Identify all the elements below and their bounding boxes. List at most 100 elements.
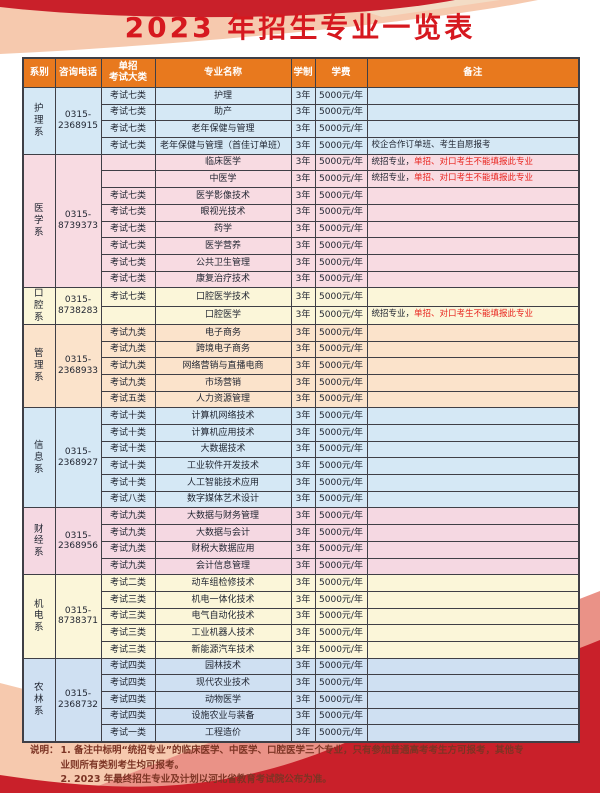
- tuition-cell: 5000元/年: [314, 270, 368, 289]
- exam-category-cell: [100, 153, 156, 172]
- major-name-cell: 老年保健与管理: [154, 120, 292, 139]
- header-tuition: 学费: [314, 57, 368, 88]
- phone-cell: 0315- 8739373: [54, 153, 102, 289]
- remark-cell: [366, 474, 580, 492]
- remark-cell: [366, 323, 580, 342]
- major-name-cell: 工程造价: [154, 724, 292, 743]
- tuition-cell: 5000元/年: [314, 424, 368, 442]
- duration-cell: 3年: [290, 407, 316, 425]
- major-name-cell: 大数据与财务管理: [154, 507, 292, 526]
- header-remark: 备注: [366, 57, 580, 88]
- table-row: 考试九类 财税大数据应用 3年 5000元/年: [23, 540, 580, 559]
- exam-category-cell: 考试七类: [100, 87, 156, 105]
- header-dept: 系别: [22, 57, 56, 88]
- table-row: 口腔医学 3年 5000元/年 统招专业，单招、对口考生不能填报此专业: [23, 305, 580, 325]
- tuition-cell: 5000元/年: [314, 674, 368, 692]
- remark-text: 统招专业，: [371, 173, 415, 184]
- major-name-cell: 口腔医学技术: [154, 287, 292, 307]
- tuition-cell: 5000元/年: [314, 170, 368, 189]
- remark-cell: [366, 357, 580, 375]
- major-name-cell: 电气自动化技术: [154, 607, 292, 626]
- remark-text-red: 单招、对口考生不能填报此专业: [414, 156, 534, 167]
- table-header-row: 系别 咨询电话 单招 考试大类 专业名称 学制 学费 备注: [22, 57, 580, 88]
- major-name-cell: 大数据与会计: [154, 524, 292, 542]
- phone-cell: 0315- 2368732: [54, 657, 102, 743]
- table-row: 考试七类 助产 3年 5000元/年: [23, 103, 580, 122]
- header-exam: 单招 考试大类: [100, 57, 156, 88]
- remark-cell: 统招专业，单招、对口考生不能填报此专业: [366, 170, 580, 189]
- exam-category-cell: [100, 170, 156, 189]
- exam-category-cell: 考试四类: [100, 691, 156, 709]
- duration-cell: 3年: [290, 187, 316, 205]
- table-row: 中医学 3年 5000元/年 统招专业，单招、对口考生不能填报此专业: [23, 170, 580, 189]
- exam-category-cell: 考试三类: [100, 640, 156, 659]
- tuition-cell: 5000元/年: [314, 557, 368, 576]
- remark-cell: [366, 524, 580, 542]
- tuition-cell: 5000元/年: [314, 87, 368, 105]
- duration-cell: 3年: [290, 657, 316, 676]
- exam-category-cell: 考试四类: [100, 674, 156, 692]
- major-name-cell: 康复治疗技术: [154, 270, 292, 289]
- exam-category-cell: 考试七类: [100, 253, 156, 272]
- table-row: 考试九类 市场营销 3年 5000元/年: [23, 373, 580, 392]
- table-row: 护 理 系 0315- 2368915 考试七类 护理 3年 5000元/年: [22, 87, 580, 155]
- remark-cell: [366, 237, 580, 255]
- header-duration: 学制: [290, 57, 316, 88]
- table-row: 考试七类 药学 3年 5000元/年: [23, 220, 580, 239]
- majors-table-body: 护 理 系 0315- 2368915 考试七类 护理 3年 5000元/年 考试七类 助产 3年…: [22, 87, 580, 743]
- tuition-cell: 5000元/年: [314, 457, 368, 476]
- table-row: 财 经 系 0315- 2368956 考试九类 大数据与财务管理 3年 5000元/年: [22, 507, 580, 576]
- duration-cell: 3年: [290, 323, 316, 342]
- major-name-cell: 大数据技术: [154, 440, 292, 459]
- tuition-cell: 5000元/年: [314, 340, 368, 359]
- remark-text: 统招专业，: [371, 309, 415, 320]
- table-row: 考试十类 工业软件开发技术 3年 5000元/年: [23, 457, 580, 476]
- table-row: 考试八类 数字媒体艺术设计 3年 5000元/年: [23, 490, 580, 509]
- major-name-cell: 动物医学: [154, 691, 292, 709]
- major-name-cell: 计算机应用技术: [154, 424, 292, 442]
- tuition-cell: 5000元/年: [314, 607, 368, 626]
- table-row: 考试七类 康复治疗技术 3年 5000元/年: [23, 270, 580, 289]
- duration-cell: 3年: [290, 153, 316, 172]
- major-name-cell: 人力资源管理: [154, 390, 292, 409]
- table-row: 农 林 系 0315- 2368732 考试四类 园林技术 3年 5000元/年: [22, 657, 580, 743]
- table-row: 考试九类 网络营销与直播电商 3年 5000元/年: [23, 357, 580, 375]
- major-name-cell: 工业机器人技术: [154, 624, 292, 642]
- remark-cell: [366, 103, 580, 122]
- duration-cell: 3年: [290, 120, 316, 139]
- remark-cell: [366, 640, 580, 659]
- exam-category-cell: 考试七类: [100, 120, 156, 139]
- duration-cell: 3年: [290, 170, 316, 189]
- duration-cell: 3年: [290, 137, 316, 155]
- major-name-cell: 新能源汽车技术: [154, 640, 292, 659]
- header-phone: 咨询电话: [54, 57, 102, 88]
- duration-cell: 3年: [290, 305, 316, 325]
- tuition-cell: 5000元/年: [314, 253, 368, 272]
- exam-category-cell: 考试四类: [100, 657, 156, 676]
- tuition-cell: 5000元/年: [314, 657, 368, 676]
- remark-cell: [366, 220, 580, 239]
- tuition-cell: 5000元/年: [314, 220, 368, 239]
- table-row: 管 理 系 0315- 2368933 考试九类 电子商务 3年 5000元/年: [22, 323, 580, 409]
- major-name-cell: 跨境电子商务: [154, 340, 292, 359]
- remark-cell: [366, 574, 580, 592]
- duration-cell: 3年: [290, 253, 316, 272]
- duration-cell: 3年: [290, 457, 316, 476]
- tuition-cell: 5000元/年: [314, 540, 368, 559]
- tuition-cell: 5000元/年: [314, 373, 368, 392]
- major-name-cell: 人工智能技术应用: [154, 474, 292, 492]
- remark-cell: [366, 390, 580, 409]
- table-row: 考试十类 人工智能技术应用 3年 5000元/年: [23, 474, 580, 492]
- major-name-cell: 现代农业技术: [154, 674, 292, 692]
- duration-cell: 3年: [290, 440, 316, 459]
- exam-category-cell: 考试七类: [100, 203, 156, 222]
- table-row: 考试七类 医学营养 3年 5000元/年: [23, 237, 580, 255]
- exam-category-cell: 考试五类: [100, 390, 156, 409]
- duration-cell: 3年: [290, 624, 316, 642]
- phone-cell: 0315- 2368956: [54, 507, 102, 576]
- exam-category-cell: 考试十类: [100, 407, 156, 425]
- table-row: 考试九类 跨境电子商务 3年 5000元/年: [23, 340, 580, 359]
- tuition-cell: 5000元/年: [314, 590, 368, 609]
- major-name-cell: 医学营养: [154, 237, 292, 255]
- major-name-cell: 动车组检修技术: [154, 574, 292, 592]
